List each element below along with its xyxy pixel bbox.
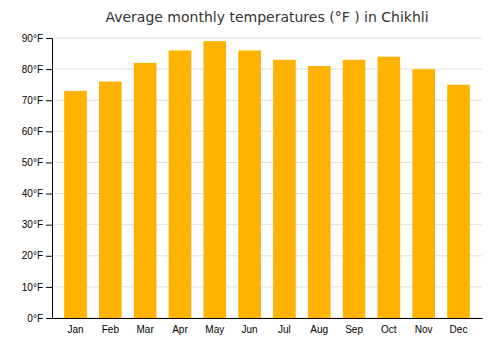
- x-tick: Jul: [278, 318, 291, 335]
- y-tick-mark: [46, 69, 52, 70]
- x-tick-label: Mar: [137, 324, 155, 335]
- y-tick: 50°F: [22, 157, 52, 168]
- bar: [203, 41, 226, 318]
- bar: [238, 50, 261, 318]
- y-tick-mark: [46, 100, 52, 101]
- y-tick-mark: [46, 225, 52, 226]
- y-tick: 40°F: [22, 188, 52, 199]
- bar: [169, 50, 192, 318]
- y-tick: 0°F: [27, 313, 52, 324]
- bars: [64, 41, 470, 318]
- x-tick: Jun: [242, 318, 258, 335]
- x-axis-line: [53, 318, 483, 319]
- y-tick: 70°F: [22, 95, 52, 106]
- x-tick: Dec: [450, 318, 468, 335]
- y-axis: 0°F 10°F 20°F 30°F 40°F 50°F 60°F 70°F 80°F 90°F: [22, 33, 53, 324]
- y-tick: 90°F: [22, 33, 52, 44]
- bar: [447, 85, 470, 318]
- x-axis: Jan Feb Mar Apr May Jun Jul Aug Sep Oct Nov Dec: [53, 318, 483, 335]
- grid: [52, 38, 482, 318]
- bar: [308, 66, 331, 318]
- y-axis-line: [46, 39, 53, 319]
- y-tick-mark: [46, 287, 52, 288]
- plot-area: 0°F 10°F 20°F 30°F 40°F 50°F 60°F 70°F 80°F 90°F J…: [22, 33, 483, 335]
- y-tick-label: 10°F: [22, 282, 43, 293]
- y-tick-label: 70°F: [22, 95, 43, 106]
- y-tick-mark: [46, 162, 52, 163]
- bar: [99, 82, 122, 318]
- bar: [64, 91, 87, 318]
- y-tick-label: 60°F: [22, 126, 43, 137]
- x-tick-label: Jul: [278, 324, 291, 335]
- title: Average monthly temperatures (°F ) in Ch…: [105, 9, 428, 25]
- bar: [273, 60, 296, 318]
- bar: [134, 63, 157, 318]
- y-tick-mark: [46, 318, 52, 319]
- x-tick: Apr: [172, 318, 188, 335]
- x-tick: Nov: [415, 318, 433, 335]
- x-tick-label: Jan: [67, 324, 83, 335]
- x-tick: Feb: [102, 318, 120, 335]
- x-tick: May: [205, 318, 224, 335]
- y-tick-mark: [46, 38, 52, 39]
- x-tick: Sep: [345, 318, 363, 335]
- x-tick-label: Aug: [310, 324, 328, 335]
- x-tick-label: Jun: [242, 324, 258, 335]
- bar: [378, 57, 401, 318]
- x-tick-label: Dec: [450, 324, 468, 335]
- x-tick: Aug: [310, 318, 328, 335]
- x-tick: Jan: [67, 318, 83, 335]
- chart: 0°F 10°F 20°F 30°F 40°F 50°F 60°F 70°F 80°F 90°F J…: [0, 0, 500, 350]
- y-tick-label: 30°F: [22, 219, 43, 230]
- grid-line: [52, 38, 482, 39]
- x-tick-label: Nov: [415, 324, 433, 335]
- x-tick-label: Oct: [381, 324, 397, 335]
- y-tick: 60°F: [22, 126, 52, 137]
- y-tick-mark: [46, 256, 52, 257]
- bar: [412, 69, 435, 318]
- y-tick-label: 20°F: [22, 250, 43, 261]
- y-tick-label: 90°F: [22, 33, 43, 44]
- x-tick-label: May: [205, 324, 224, 335]
- y-tick-label: 0°F: [27, 313, 43, 324]
- x-tick-label: Feb: [102, 324, 120, 335]
- y-tick-label: 40°F: [22, 188, 43, 199]
- x-tick-label: Apr: [172, 324, 188, 335]
- y-tick-mark: [46, 194, 52, 195]
- x-tick-label: Sep: [345, 324, 363, 335]
- bar: [343, 60, 366, 318]
- y-tick-mark: [46, 131, 52, 132]
- x-tick: Mar: [137, 318, 155, 335]
- y-tick: 80°F: [22, 64, 52, 75]
- y-tick: 20°F: [22, 250, 52, 261]
- y-tick-label: 50°F: [22, 157, 43, 168]
- y-tick-label: 80°F: [22, 64, 43, 75]
- y-tick: 30°F: [22, 219, 52, 230]
- x-tick: Oct: [381, 318, 397, 335]
- y-tick: 10°F: [22, 282, 52, 293]
